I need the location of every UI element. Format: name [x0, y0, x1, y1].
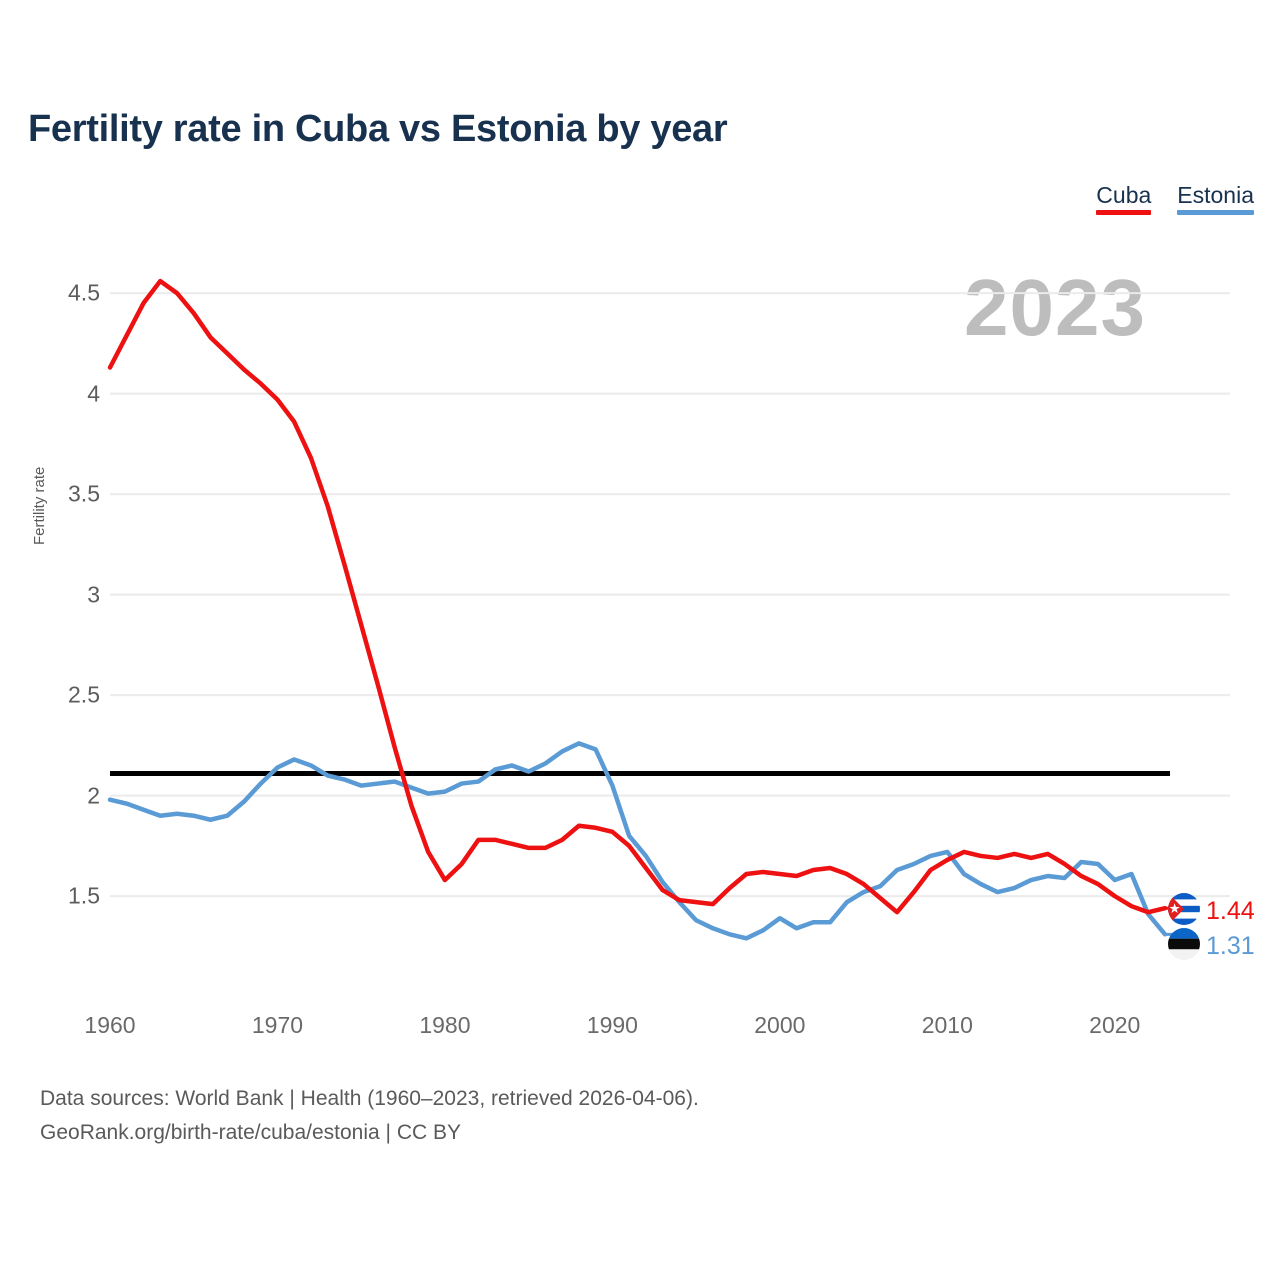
x-axis-ticks: 1960 1970 1980 1990 2000 2010 2020 [0, 1012, 1280, 1046]
y-tick-label: 4.5 [68, 279, 100, 306]
x-tick-label: 1960 [84, 1012, 136, 1038]
page-title: Fertility rate in Cuba vs Estonia by yea… [28, 108, 728, 150]
gridlines [110, 292, 1230, 898]
series-line-estonia [107, 741, 1168, 941]
x-tick-label: 2000 [754, 1012, 806, 1038]
y-tick-label: 2 [87, 782, 100, 809]
y-axis-ticks: 1.5 2 2.5 3 3.5 4 4.5 [35, 0, 100, 1280]
x-tick-label: 1980 [419, 1012, 471, 1038]
y-tick-label: 1.5 [68, 882, 100, 909]
legend-swatch-estonia [1177, 210, 1254, 216]
x-tick-label: 1990 [586, 1012, 638, 1038]
footer-data-sources: Data sources: World Bank | Health (1960–… [40, 1087, 699, 1110]
legend-item-estonia[interactable]: Estonia [1177, 182, 1254, 216]
chart-footer: Data sources: World Bank | Health (1960–… [40, 1082, 699, 1150]
chart-legend: Cuba Estonia [1096, 182, 1254, 216]
series-line-cuba [107, 278, 1168, 915]
end-value-cuba: 1.44 [1206, 897, 1255, 925]
legend-label-cuba: Cuba [1096, 182, 1152, 208]
x-tick-label: 2020 [1089, 1012, 1141, 1038]
x-tick-label: 2010 [921, 1012, 973, 1038]
year-watermark: 2023 [964, 263, 1146, 352]
legend-swatch-cuba [1096, 210, 1152, 216]
y-tick-label: 4 [87, 380, 100, 407]
estonia-flag-icon [1168, 928, 1200, 960]
legend-label-estonia: Estonia [1177, 182, 1254, 208]
cuba-flag-icon [1168, 893, 1200, 925]
end-value-estonia: 1.31 [1206, 932, 1255, 960]
x-tick-label: 1970 [251, 1012, 304, 1038]
y-tick-label: 3 [87, 581, 100, 608]
footer-attribution: GeoRank.org/birth-rate/cuba/estonia | CC… [40, 1121, 461, 1145]
y-tick-label: 2.5 [68, 681, 100, 708]
y-tick-label: 3.5 [68, 480, 100, 507]
legend-item-cuba[interactable]: Cuba [1096, 182, 1152, 216]
